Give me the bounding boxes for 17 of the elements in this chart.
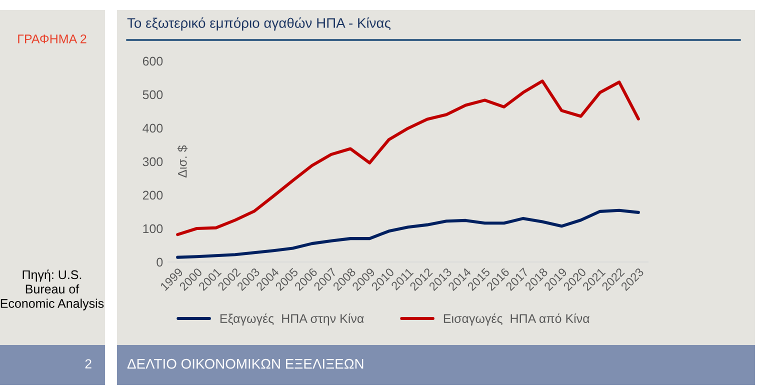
text: ΔΕΛΤΙΟ ΟΙΚΟΝΟΜΙΚΩΝ ΕΞΕΛΙΞΕΩΝ [127, 358, 364, 369]
text: ΓΡΑΦΗΜΑ 2 [18, 34, 86, 44]
y-tick-label: 100 [143, 224, 163, 234]
line-series [176, 208, 640, 259]
text: 2 [85, 359, 92, 368]
y-tick-label: 500 [142, 90, 163, 100]
y-axis-title: Δισ. $ [177, 145, 188, 178]
line-series [176, 80, 640, 236]
legend-label: Εισαγωγές ΗΠΑ από Κίνα [444, 313, 590, 326]
legend-label: Εξαγωγές ΗΠΑ στην Κίνα [220, 313, 364, 326]
y-tick-label: 300 [142, 157, 163, 166]
y-tick-label: 600 [142, 56, 163, 66]
chart-title: Το εξωτερικό εμπόριο αγαθών ΗΠΑ - Κίνας [127, 17, 391, 31]
y-tick-label: 0 [156, 258, 163, 267]
text: Πηγή: U.S. Bureau of Economic Analysis [0, 270, 104, 310]
y-tick-label: 200 [142, 190, 163, 200]
y-tick-label: 400 [142, 124, 163, 133]
